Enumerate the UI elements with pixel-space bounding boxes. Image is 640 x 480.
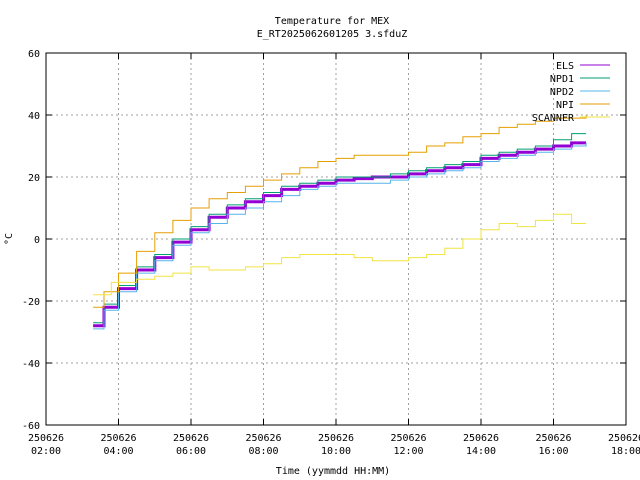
series-line-npi — [93, 115, 587, 308]
legend-label-npd1: NPD1 — [550, 74, 574, 85]
y-tick-label: 20 — [28, 173, 40, 184]
x-tick-time-label: 18:00 — [611, 446, 640, 457]
x-tick-time-label: 02:00 — [31, 446, 61, 457]
chart-subtitle: E_RT2025062601205 3.sfduZ — [257, 29, 408, 40]
x-tick-time-label: 12:00 — [393, 446, 423, 457]
x-tick-date-label: 250626 — [173, 433, 209, 444]
x-tick-date-label: 250626 — [463, 433, 499, 444]
x-axis-ticks: 250626 02:00 250626 04:00 250626 06:00 250626 0… — [28, 53, 640, 457]
legend-label-scanner: SCANNER — [532, 113, 575, 124]
y-tick-label: 60 — [28, 49, 40, 60]
legend-label-els: ELS — [556, 61, 574, 72]
x-tick-date-label: 250626 — [608, 433, 640, 444]
series-line-npd1 — [93, 133, 587, 324]
legend-label-npd2: NPD2 — [550, 87, 574, 98]
x-tick-time-label: 06:00 — [176, 446, 206, 457]
x-tick-date-label: 250626 — [245, 433, 281, 444]
x-tick-time-label: 08:00 — [248, 446, 278, 457]
x-tick-time-label: 10:00 — [321, 446, 351, 457]
series-line-els — [93, 141, 587, 328]
chart-title: Temperature for MEX — [275, 16, 389, 27]
series-line-npd2 — [93, 142, 587, 330]
y-tick-label: -40 — [22, 359, 40, 370]
y-axis-ticks: -60 -40 -20 0 20 40 60 — [22, 49, 626, 432]
x-tick-date-label: 250626 — [100, 433, 136, 444]
y-tick-label: -60 — [22, 421, 40, 432]
legend: ELS NPD1 NPD2 NPI SCANNER — [532, 61, 610, 124]
series-line-scanner — [93, 213, 587, 296]
x-tick-date-label: 250626 — [318, 433, 354, 444]
y-tick-label: -20 — [22, 297, 40, 308]
y-tick-label: 0 — [34, 235, 40, 246]
y-axis-label: °C — [4, 233, 15, 245]
x-tick-date-label: 250626 — [28, 433, 64, 444]
x-tick-date-label: 250626 — [390, 433, 426, 444]
series-layer — [93, 115, 587, 330]
gridlines — [46, 53, 626, 425]
x-axis-label: Time (yymmdd HH:MM) — [276, 466, 390, 477]
x-tick-time-label: 16:00 — [538, 446, 568, 457]
x-tick-time-label: 14:00 — [466, 446, 496, 457]
x-tick-date-label: 250626 — [535, 433, 571, 444]
y-tick-label: 40 — [28, 111, 40, 122]
x-tick-time-label: 04:00 — [103, 446, 133, 457]
legend-label-npi: NPI — [556, 100, 574, 111]
